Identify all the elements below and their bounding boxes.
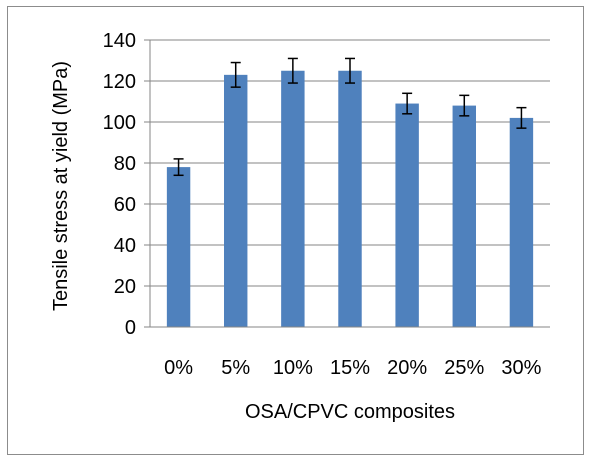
- x-tick-label: 15%: [330, 357, 370, 379]
- x-tick-label: 5%: [221, 357, 250, 379]
- bar: [166, 167, 191, 327]
- y-tick-label: 60: [114, 194, 136, 216]
- x-axis-title: OSA/CPVC composites: [245, 401, 455, 423]
- error-bars-group: [173, 57, 527, 177]
- x-tick-label: 30%: [501, 357, 541, 379]
- bar: [452, 105, 476, 327]
- y-tick-label: 80: [114, 153, 136, 175]
- x-tick-label: 25%: [444, 357, 484, 379]
- bar: [395, 103, 419, 327]
- y-tick-label: 20: [114, 276, 136, 298]
- x-tick-labels: 0% 5% 10% 15% 20% 25% 30%: [164, 357, 542, 379]
- y-axis-title: Tensile stress at yield (MPa): [50, 61, 72, 311]
- x-tick-label: 0%: [164, 357, 193, 379]
- bar: [509, 117, 534, 328]
- x-tick-label: 10%: [273, 357, 313, 379]
- y-tick-label: 40: [114, 235, 136, 257]
- y-tick-labels: 0 20 40 60 80 100 120 140: [103, 30, 150, 339]
- y-tick-label: 140: [103, 30, 136, 52]
- bar: [338, 70, 362, 327]
- y-tick-label: 100: [103, 112, 136, 134]
- bar: [281, 70, 305, 327]
- x-tick-label: 20%: [387, 357, 427, 379]
- y-tick-label: 0: [125, 317, 136, 339]
- bars-group: [166, 70, 534, 328]
- y-tick-label: 120: [103, 71, 136, 93]
- bar: [224, 74, 248, 327]
